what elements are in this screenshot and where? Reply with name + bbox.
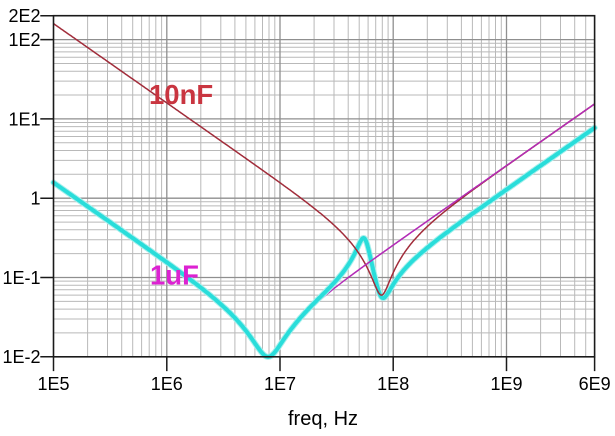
svg-text:1E-1: 1E-1	[2, 268, 40, 288]
svg-text:1E5: 1E5	[37, 374, 69, 394]
svg-text:10nF: 10nF	[149, 79, 213, 110]
svg-text:1E6: 1E6	[151, 374, 183, 394]
svg-text:freq, Hz: freq, Hz	[288, 408, 358, 430]
svg-text:1E1: 1E1	[8, 109, 40, 129]
svg-text:1uF: 1uF	[150, 259, 199, 290]
svg-text:1E2: 1E2	[8, 30, 40, 50]
svg-text:1E-2: 1E-2	[2, 347, 40, 367]
svg-text:2E2: 2E2	[8, 6, 40, 26]
svg-text:1E9: 1E9	[490, 374, 522, 394]
svg-text:1E7: 1E7	[264, 374, 296, 394]
svg-text:1E8: 1E8	[377, 374, 409, 394]
svg-text:1: 1	[30, 189, 40, 209]
svg-text:6E9: 6E9	[579, 374, 611, 394]
